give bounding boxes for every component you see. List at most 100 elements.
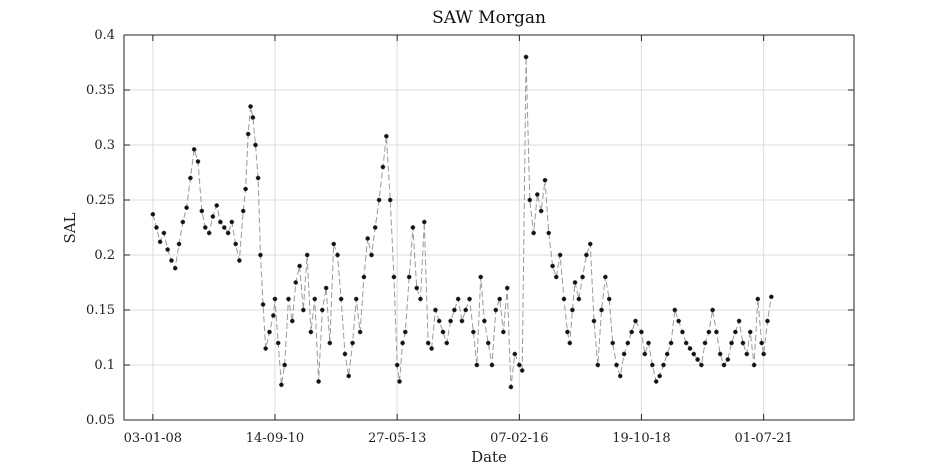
data-point: [444, 340, 450, 346]
data-point: [448, 318, 453, 324]
data-point: [668, 340, 674, 346]
data-point: [672, 307, 678, 313]
y-axis-title: SAL: [61, 212, 79, 243]
data-point: [629, 329, 635, 335]
data-point: [297, 263, 302, 269]
x-tick-label: 01-07-21: [734, 431, 792, 446]
x-tick-label: 27-05-13: [368, 431, 426, 446]
data-point: [467, 296, 472, 302]
data-point: [721, 362, 727, 368]
y-tick-label: 0.05: [86, 413, 115, 428]
data-point: [683, 340, 689, 346]
data-point: [567, 340, 573, 346]
data-point: [761, 351, 767, 357]
data-point: [272, 296, 278, 302]
y-tick-label: 0.3: [94, 138, 115, 153]
data-point: [493, 307, 499, 313]
data-point: [523, 54, 529, 60]
data-point: [161, 230, 167, 236]
data-point: [717, 351, 723, 357]
data-point: [293, 280, 299, 285]
data-point: [202, 225, 208, 230]
data-point: [327, 340, 333, 346]
data-point: [550, 263, 555, 269]
data-point: [587, 241, 593, 247]
data-point: [699, 362, 704, 368]
data-point: [237, 258, 242, 263]
data-point: [304, 252, 310, 258]
data-point: [433, 307, 438, 313]
data-point: [565, 329, 570, 335]
data-point: [729, 340, 734, 346]
data-point: [425, 340, 431, 346]
data-point: [421, 219, 427, 225]
data-point: [210, 214, 216, 219]
data-point: [501, 329, 506, 335]
data-point: [150, 211, 156, 217]
x-tick-label: 03-01-08: [124, 431, 182, 446]
data-point: [154, 225, 159, 230]
data-point: [176, 241, 182, 247]
data-point: [759, 340, 765, 346]
data-point: [751, 362, 757, 368]
data-point: [271, 313, 276, 318]
data-point: [188, 175, 193, 181]
data-point: [650, 362, 655, 368]
data-point: [687, 346, 693, 351]
data-point: [221, 225, 227, 230]
data-point: [459, 318, 465, 324]
plot-area-frame: [123, 34, 855, 421]
data-point: [725, 357, 731, 362]
data-point: [768, 294, 774, 300]
data-point: [455, 296, 461, 302]
data-point: [342, 351, 348, 357]
data-point: [595, 362, 601, 368]
data-point: [580, 274, 585, 280]
data-point: [755, 296, 761, 302]
data-point: [661, 362, 666, 368]
data-point: [165, 247, 170, 252]
data-point: [519, 368, 525, 373]
data-point: [557, 252, 563, 258]
data-point: [380, 164, 386, 170]
data-point: [576, 296, 582, 302]
data-point: [695, 357, 700, 362]
data-point: [225, 230, 231, 236]
data-point: [706, 329, 712, 335]
data-point: [485, 340, 491, 346]
data-point: [714, 329, 719, 335]
data-point: [253, 142, 258, 148]
data-point: [512, 351, 518, 357]
data-point: [338, 296, 344, 302]
data-point: [282, 362, 287, 368]
data-point: [172, 265, 178, 271]
y-tick-label: 0.4: [94, 28, 115, 43]
data-point: [335, 252, 340, 258]
data-point: [376, 197, 382, 203]
data-point: [584, 252, 589, 258]
chart-title: SAW Morgan: [432, 8, 546, 28]
data-point: [542, 177, 548, 183]
data-point: [642, 351, 648, 357]
data-point: [710, 307, 715, 313]
data-point: [391, 274, 397, 280]
data-point: [508, 384, 514, 390]
data-point: [184, 205, 189, 211]
data-point: [531, 230, 536, 236]
data-point: [312, 296, 318, 302]
data-point: [691, 351, 697, 357]
data-point: [245, 131, 251, 137]
data-point: [561, 296, 567, 302]
data-point: [286, 296, 291, 302]
data-point: [471, 329, 476, 335]
data-point: [243, 186, 248, 192]
data-point: [463, 307, 469, 313]
data-point: [400, 340, 405, 346]
data-point: [664, 351, 670, 357]
data-point: [572, 280, 578, 285]
data-point: [191, 147, 197, 152]
y-axis-ticks: 0.05 0.1 0.15 0.2 0.25 0.3 0.35 0.4: [86, 28, 854, 428]
x-axis-title: Date: [471, 448, 507, 466]
data-point: [384, 133, 389, 139]
data-point: [546, 230, 552, 236]
